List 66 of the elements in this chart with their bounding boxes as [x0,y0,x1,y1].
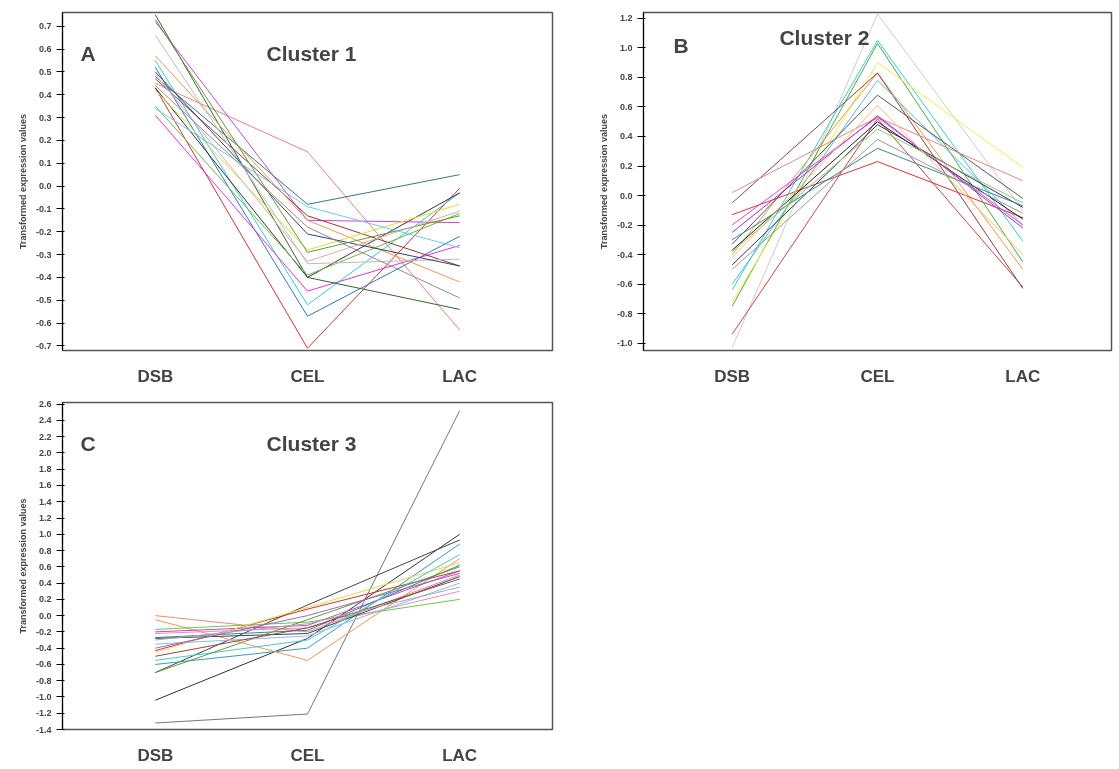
y-tick-label: -1.0 [35,691,52,702]
annotation: C [80,431,96,455]
y-tick-label: 0.6 [38,44,52,55]
y-tick-label: 0.0 [38,610,52,621]
y-tick-label: 2.2 [38,431,52,442]
y-axis-title: Transformed expression values [598,113,609,250]
y-tick-label: -1.0 [616,338,633,349]
y-tick-label: 0.8 [38,545,52,556]
y-tick-label: 0.1 [38,158,52,169]
y-tick-label: -0.1 [35,203,52,214]
annotation: B [673,33,689,57]
y-tick-label: -0.4 [35,643,52,654]
y-tick-label: -0.8 [616,308,633,319]
text: Cluster 1 [266,41,357,65]
y-tick-label: 2.6 [38,399,52,410]
y-tick-label: 2.4 [38,415,52,426]
y-tick-label: 0.4 [38,578,52,589]
y-tick-label: 2.0 [38,447,52,458]
y-tick-label: -0.4 [35,272,52,283]
y-tick-label: 1.6 [38,480,52,491]
y-tick-label: 0.3 [38,112,52,123]
y-tick-label: -0.5 [35,295,52,306]
y-tick-label: 0.6 [619,101,633,112]
y-tick-label: 0.0 [38,181,52,192]
y-tick-label: 0.4 [619,131,633,142]
x-tick-label: DSB [137,745,174,765]
y-tick-label: -0.6 [616,279,633,290]
y-tick-label: -0.6 [35,659,52,670]
annotation: A [80,41,96,65]
y-tick-label: -0.2 [616,220,633,231]
y-tick-label: 0.0 [619,190,633,201]
y-tick-label: -1.2 [35,708,52,719]
y-tick-label: -0.6 [35,318,52,329]
y-tick-label: -0.7 [35,340,52,351]
y-tick-label: -0.8 [35,675,52,686]
y-tick-label: 0.7 [38,21,52,32]
y-tick-label: -0.2 [35,226,52,237]
y-tick-label: 1.2 [38,513,52,524]
x-tick-label: LAC [442,745,478,765]
x-tick-label: LAC [442,366,478,386]
y-tick-label: 0.2 [38,594,52,605]
text: Cluster 2 [779,25,870,49]
text: Cluster 3 [266,431,357,455]
y-tick-label: 0.5 [38,66,52,77]
y-tick-label: 1.0 [619,42,633,53]
y-axis-title: Transformed expression values [17,113,28,250]
y-tick-label: 0.8 [619,72,633,83]
y-tick-label: -0.3 [35,249,52,260]
x-tick-label: LAC [1005,366,1041,386]
x-tick-label: CEL [290,745,325,765]
y-tick-label: 1.0 [38,529,52,540]
y-tick-label: 1.8 [38,464,52,475]
y-tick-label: 1.2 [619,13,633,24]
y-tick-label: 0.2 [619,161,633,171]
x-tick-label: DSB [714,366,751,386]
y-tick-label: 0.2 [38,135,52,146]
y-tick-label: 0.6 [38,561,52,572]
y-tick-label: 1.4 [38,496,52,507]
x-tick-label: CEL [290,366,325,386]
y-tick-label: -0.4 [616,249,633,260]
x-tick-label: CEL [860,366,895,386]
y-tick-label: 0.4 [38,89,52,100]
y-tick-label: -1.4 [35,724,52,735]
y-tick-label: -0.2 [35,626,52,637]
x-tick-label: DSB [137,366,174,386]
y-axis-title: Transformed expression values [17,498,28,634]
